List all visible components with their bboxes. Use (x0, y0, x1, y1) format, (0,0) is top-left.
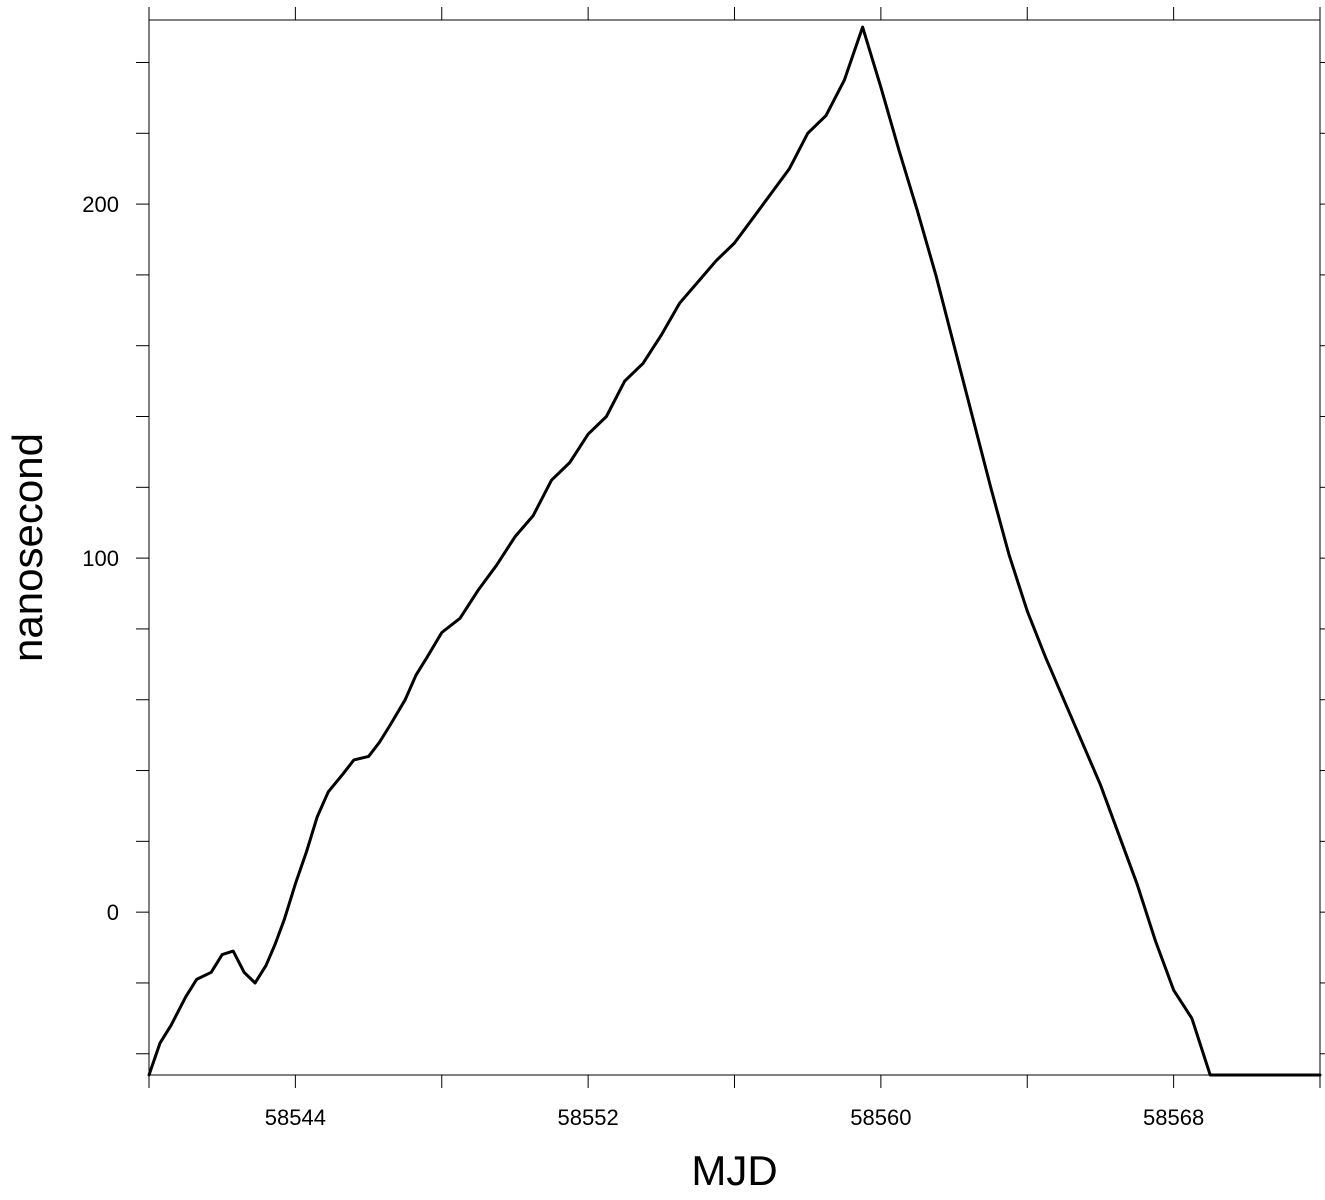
series-line (147, 25, 1322, 1077)
x-tick-label: 58552 (558, 1105, 619, 1130)
x-tick-label: 58544 (265, 1105, 326, 1130)
y-tick-label: 200 (82, 192, 119, 217)
x-tick-label: 58568 (1143, 1105, 1204, 1130)
x-axis-title: MJD (691, 1147, 777, 1194)
y-axis-title: nanosecond (4, 433, 51, 662)
axes-group (148, 19, 1321, 1076)
y-tick-label: 0 (107, 900, 119, 925)
series-group (147, 25, 1322, 1077)
tick-labels-group: 58544 58552 58560 58568 0 100 200 (82, 192, 1204, 1130)
ticks-group (136, 7, 1325, 1088)
y-tick-label: 100 (82, 546, 119, 571)
x-tick-label: 58560 (850, 1105, 911, 1130)
